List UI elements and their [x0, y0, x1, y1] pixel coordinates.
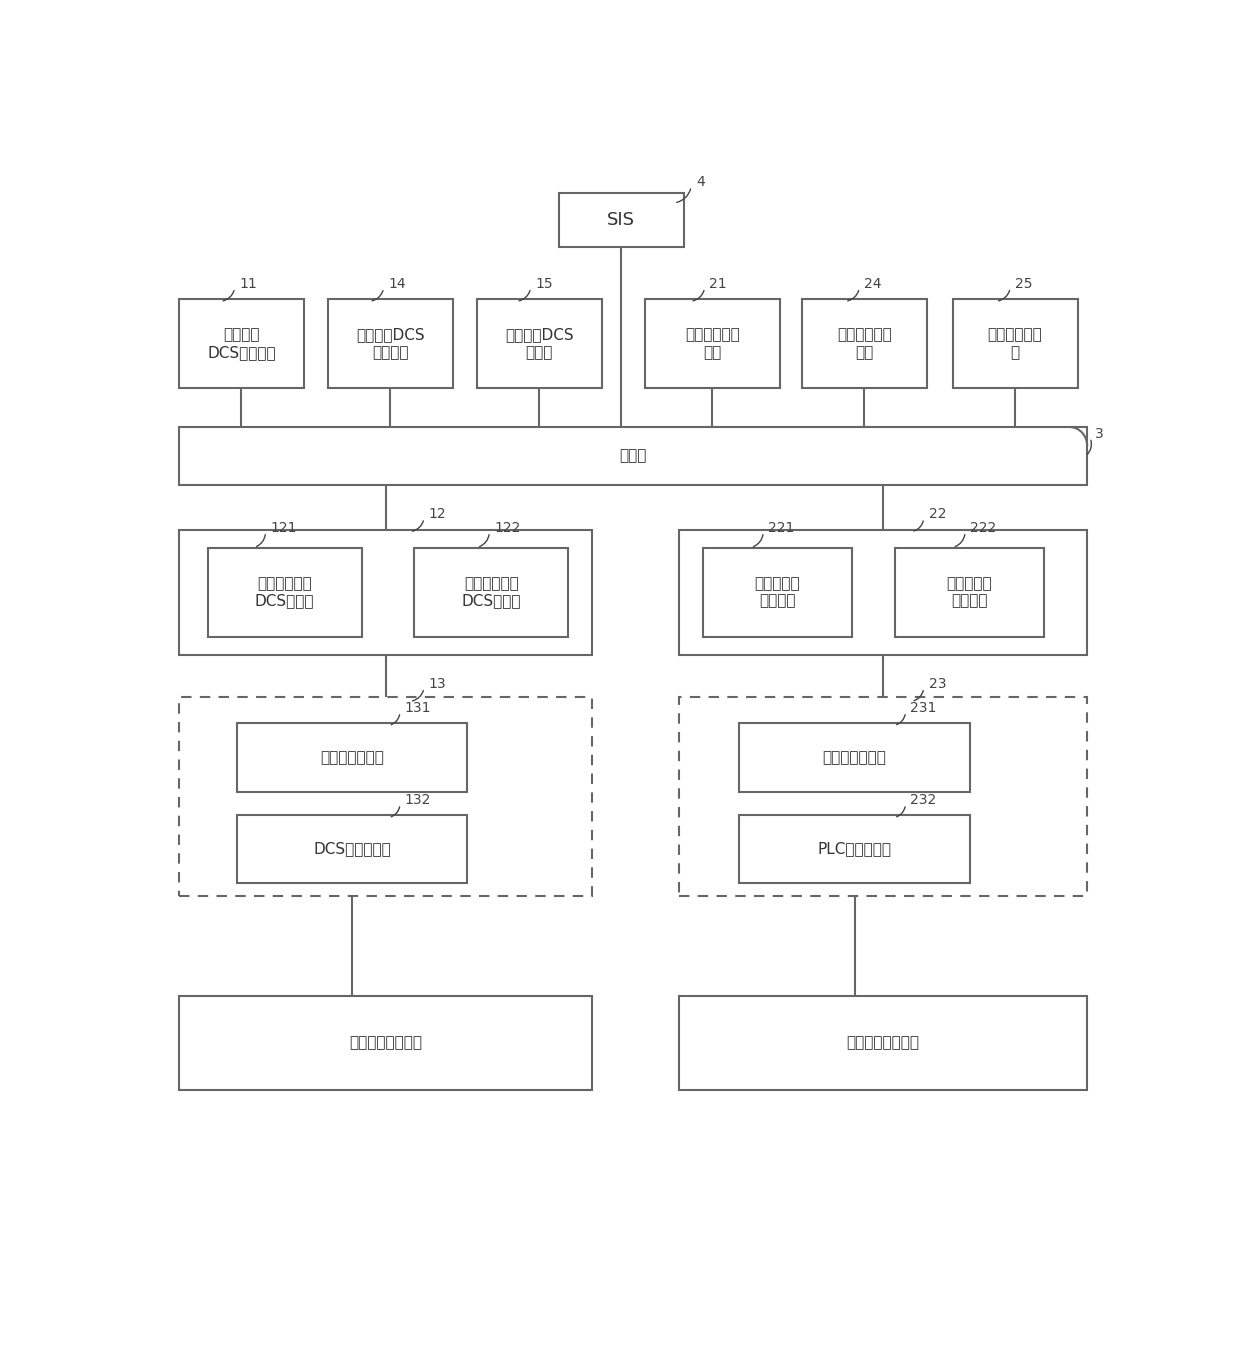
Bar	[802, 299, 926, 389]
Text: 单元机组
DCS操作员站: 单元机组 DCS操作员站	[207, 328, 275, 360]
Text: PLC子控制系统: PLC子控制系统	[817, 840, 892, 855]
Text: 单元机组交换机: 单元机组交换机	[320, 749, 384, 764]
Bar	[952, 299, 1078, 389]
Text: 辅助车间操作
员站: 辅助车间操作 员站	[684, 328, 740, 360]
Bar	[179, 996, 593, 1089]
Text: 231: 231	[910, 700, 936, 715]
Text: SIS: SIS	[608, 211, 635, 228]
Text: 交换机: 交换机	[620, 449, 647, 464]
Text: 单元机组DCS
工程师站: 单元机组DCS 工程师站	[356, 328, 425, 360]
Bar	[179, 529, 593, 656]
Text: 222: 222	[970, 521, 996, 534]
Text: 第二辅助车
间服务器: 第二辅助车 间服务器	[946, 575, 992, 608]
Text: 4: 4	[696, 175, 704, 189]
Text: 12: 12	[429, 507, 446, 521]
Text: 25: 25	[1016, 277, 1033, 291]
Bar	[558, 193, 683, 248]
Text: 15: 15	[536, 277, 553, 291]
Text: 3: 3	[1095, 427, 1104, 441]
Text: 11: 11	[239, 277, 258, 291]
Bar	[179, 299, 304, 389]
Text: 121: 121	[270, 521, 296, 534]
Text: 232: 232	[910, 793, 936, 808]
Bar	[678, 698, 1087, 896]
Bar	[208, 548, 362, 636]
Text: 22: 22	[929, 507, 946, 521]
Bar	[179, 427, 1087, 484]
Text: 132: 132	[404, 793, 432, 808]
Bar	[645, 299, 780, 389]
Bar	[237, 815, 467, 883]
Bar	[237, 724, 467, 792]
Text: 122: 122	[495, 521, 521, 534]
Text: 第一辅助车
间服务器: 第一辅助车 间服务器	[754, 575, 800, 608]
Bar	[703, 548, 852, 636]
Text: 辅助车间工程
师站: 辅助车间工程 师站	[837, 328, 892, 360]
Text: 单元机组DCS
历史站: 单元机组DCS 历史站	[505, 328, 574, 360]
Bar	[678, 996, 1087, 1089]
Text: 14: 14	[388, 277, 407, 291]
Text: 第一单元机组
DCS服务器: 第一单元机组 DCS服务器	[255, 575, 315, 608]
Text: 13: 13	[429, 677, 446, 691]
Bar	[739, 724, 970, 792]
Bar	[477, 299, 601, 389]
Bar	[327, 299, 453, 389]
Text: 辅助车间历史
站: 辅助车间历史 站	[988, 328, 1043, 360]
Bar	[895, 548, 1044, 636]
Text: 23: 23	[929, 677, 946, 691]
Text: 131: 131	[404, 700, 432, 715]
Text: 21: 21	[709, 277, 727, 291]
Text: 单元机组现场设备: 单元机组现场设备	[350, 1035, 422, 1050]
Text: 第二单元机组
DCS服务器: 第二单元机组 DCS服务器	[461, 575, 521, 608]
Bar	[739, 815, 970, 883]
Bar	[678, 529, 1087, 656]
Text: 辅助车间交换机: 辅助车间交换机	[822, 749, 887, 764]
Bar	[179, 698, 593, 896]
Bar	[414, 548, 568, 636]
Text: 221: 221	[768, 521, 795, 534]
Text: DCS子控制系统: DCS子控制系统	[314, 840, 391, 855]
Text: 24: 24	[864, 277, 882, 291]
Text: 辅助车间现场设备: 辅助车间现场设备	[847, 1035, 919, 1050]
